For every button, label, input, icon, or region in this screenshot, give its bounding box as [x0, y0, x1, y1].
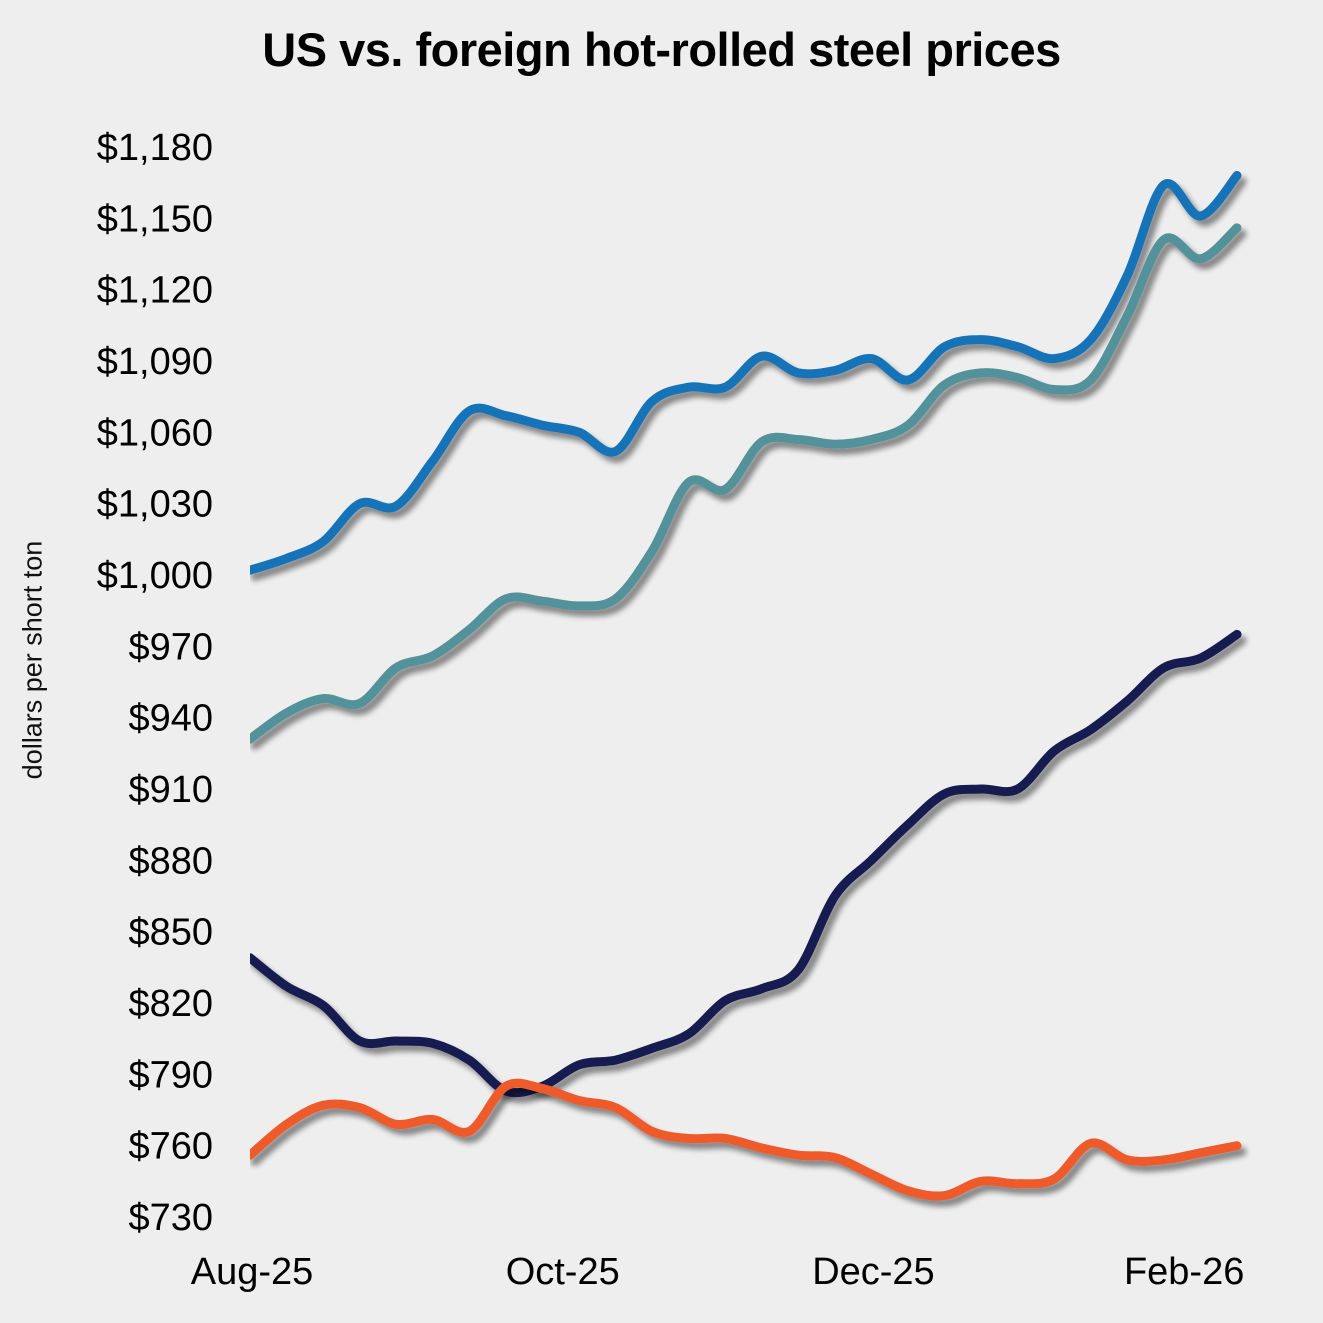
x-tick-label: Feb-26	[1124, 1251, 1244, 1293]
x-tick-label: Aug-25	[191, 1251, 314, 1293]
y-tick-label: $1,000	[97, 555, 213, 597]
x-tick-label: Oct-25	[506, 1251, 620, 1293]
y-tick-label: $760	[128, 1126, 213, 1168]
y-tick-label: $1,030	[97, 484, 213, 526]
y-tick-label: $1,180	[97, 127, 213, 169]
series-group	[250, 171, 1242, 1201]
series-line-3	[250, 629, 1242, 1098]
series-line-2	[250, 223, 1242, 744]
series-line-1	[250, 171, 1242, 575]
y-tick-label: $910	[128, 769, 213, 811]
y-tick-label: $730	[128, 1197, 213, 1239]
y-tick-label: $820	[128, 983, 213, 1025]
chart-title: US vs. foreign hot-rolled steel prices	[262, 23, 1061, 76]
y-tick-label: $970	[128, 626, 213, 668]
y-tick-label: $880	[128, 840, 213, 882]
y-tick-label: $1,060	[97, 412, 213, 454]
y-tick-label: $1,150	[97, 198, 213, 240]
x-tick-label: Dec-25	[812, 1251, 935, 1293]
y-tick-label: $1,090	[97, 341, 213, 383]
x-axis: Aug-25 Oct-25 Dec-25 Feb-26	[191, 1251, 1245, 1293]
y-tick-label: $940	[128, 698, 213, 740]
y-tick-label: $1,120	[97, 270, 213, 312]
y-tick-label: $850	[128, 912, 213, 954]
series-line-4	[250, 1078, 1242, 1201]
y-tick-label: $790	[128, 1054, 213, 1096]
y-axis: $1,180 $1,150 $1,120 $1,090 $1,060 $1,030 $1,0…	[97, 127, 213, 1239]
